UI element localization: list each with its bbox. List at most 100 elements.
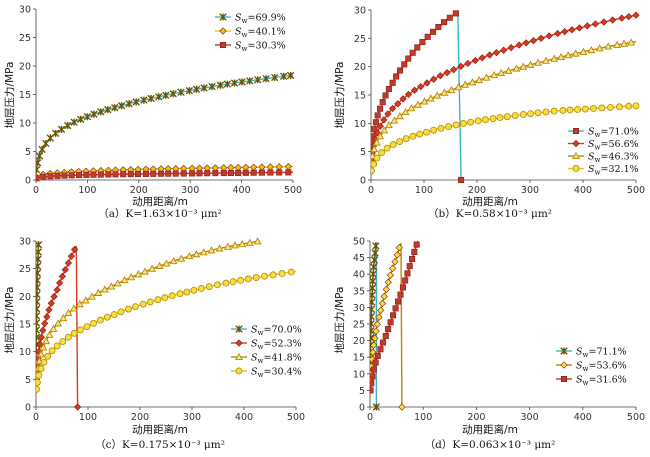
panel-b-series-3-point xyxy=(482,73,491,81)
panel-b-series-2-point xyxy=(388,104,397,113)
panel-a-series-1-point xyxy=(70,118,78,126)
panel-b-series-4-point xyxy=(625,102,633,110)
panel-d-y-tick-label: 20 xyxy=(353,336,365,347)
panel-c-series-3-point xyxy=(169,256,178,265)
panel-b-series-4-point xyxy=(481,116,489,124)
panel-a-series-3-point xyxy=(165,170,172,177)
panel-b-series-4-point xyxy=(373,154,381,162)
panel-b-legend-marker xyxy=(572,139,580,148)
panel-a: 0 100 200 300 400 500 0 5 10 15 20 25 30 Sw=69.9%Sw=4… xyxy=(19,5,302,197)
panel-d-x-tick-label: 200 xyxy=(467,412,485,423)
panel-c-series-4-point xyxy=(252,274,260,282)
panel-b-series-4-point xyxy=(503,113,511,121)
panel-a-series-3-point xyxy=(47,173,54,180)
panel-a-series-1-point xyxy=(83,113,92,121)
panel-c-series-4-point xyxy=(146,298,154,306)
panel-a-series-3-point xyxy=(196,170,203,177)
panel-d-series-2-point xyxy=(386,271,395,279)
panel-c-series-3-point xyxy=(185,252,194,260)
panel-b-series-3-point xyxy=(620,39,629,47)
panel-a-series-2-point xyxy=(258,163,266,171)
panel-c-series-1-point xyxy=(36,297,41,306)
panel-a-series-1-point xyxy=(36,152,44,160)
panel-c-series-2-point xyxy=(47,299,55,307)
panel-a-series-3-point xyxy=(212,170,219,177)
panel-d-series-3-point xyxy=(370,387,374,394)
panel-d-series-2-point xyxy=(371,334,379,342)
panel-d-series-2-point xyxy=(382,285,390,293)
panel-c-ylabel: 地层压力/MPa xyxy=(3,287,16,354)
panel-a-y-tick-label: 25 xyxy=(19,33,31,44)
panel-a-series-1-point xyxy=(111,103,119,112)
panel-b-series-4-point xyxy=(559,106,567,114)
panel-d-legend-label: Sw=53.6% xyxy=(576,361,627,374)
panel-c-series-4-point xyxy=(154,296,162,304)
panel-c-series-4-point xyxy=(237,276,244,284)
panel-b-series-3-point xyxy=(504,66,513,74)
panel-b-series-3-point xyxy=(604,42,613,50)
panel-a-series-1-point xyxy=(254,76,262,84)
panel-b-series-2-point xyxy=(600,18,608,26)
panel-b-series-4-point xyxy=(378,149,386,157)
panel-d-series-3-point xyxy=(379,339,386,346)
panel-c-y-tick-label: 25 xyxy=(19,264,31,275)
panel-c-series-1-point xyxy=(36,290,41,299)
panel-b-series-3-point xyxy=(587,45,596,54)
panel-a-legend-marker xyxy=(219,13,227,21)
panel-a-series-1-point xyxy=(279,72,288,81)
panel-c-x-tick-label: 200 xyxy=(131,412,149,423)
panel-b-series-4-point xyxy=(534,109,542,117)
panel-b-series-3-point xyxy=(475,75,484,84)
panel-c-legend-marker xyxy=(235,339,243,347)
panel-c-series-3-point xyxy=(207,246,216,254)
panel-c-x-tick-label: 500 xyxy=(287,412,305,423)
panel-a-series-3-point xyxy=(189,170,196,177)
panel-a-series-1-point xyxy=(155,93,163,101)
panel-b-legend-marker xyxy=(572,165,580,172)
panel-d-series-2-point xyxy=(377,306,385,314)
panel-b-series-3-point xyxy=(468,78,477,86)
panel-b-series-1-point xyxy=(374,112,381,119)
panel-c-series-4-point xyxy=(261,272,268,280)
panel-c-y-tick-label: 30 xyxy=(19,237,31,248)
panel-b-series-1-point xyxy=(424,33,431,40)
panel-c-series-1-point xyxy=(36,248,42,256)
panel-c-series-1-point xyxy=(36,283,41,292)
panel-c-series-3-point xyxy=(81,296,90,304)
panel-c-y-tick-label: 15 xyxy=(19,320,31,331)
panel-b-series-2-point xyxy=(625,12,633,21)
panel-b-x-tick-label: 300 xyxy=(521,185,539,196)
panel-b-x-tick-label: 500 xyxy=(627,185,645,196)
panel-b-series-3-point xyxy=(395,112,404,120)
panel-c-series-1-point xyxy=(36,276,41,285)
panel-a-series-3-point xyxy=(90,171,97,178)
panel-b-series-2-point xyxy=(376,122,384,130)
panel-a-series-1-point xyxy=(286,71,295,80)
panel-c-series-4-point xyxy=(176,290,184,298)
panel-d-series-3-point xyxy=(390,312,397,319)
panel-a-series-3-point xyxy=(54,172,61,179)
panel-b-series-4-point xyxy=(396,138,404,145)
panel-a-series-1-point xyxy=(90,110,98,118)
panel-a-series-1-point xyxy=(162,91,170,100)
panel-c-series-2-point xyxy=(64,259,73,267)
panel-c-series-1-point xyxy=(36,326,41,334)
panel-a-series-2-point xyxy=(211,164,219,172)
panel-c-series-4-point xyxy=(190,286,198,294)
panel-b-series-3-point xyxy=(407,104,416,112)
panel-c-series-3-point xyxy=(107,282,116,290)
panel-b-series-1-point xyxy=(401,61,408,68)
panel-b-series-2-point xyxy=(399,95,407,103)
panel-a-series-1-point xyxy=(271,73,279,82)
panel-b-series-3-point xyxy=(497,68,506,77)
panel-d-series-2-point xyxy=(372,327,380,335)
panel-b-series-3-point xyxy=(376,132,385,140)
panel-b-series-4-point xyxy=(459,120,467,127)
panel-a-series-1-point xyxy=(125,100,133,108)
panel-b-series-3-point xyxy=(550,54,559,62)
panel-c-legend-marker xyxy=(235,367,243,375)
panel-b-series-2-point xyxy=(450,66,458,74)
panel-b-series-2-point xyxy=(568,26,576,34)
panel-c-series-3-point xyxy=(94,288,103,296)
panel-a-series-2-point xyxy=(227,163,235,172)
